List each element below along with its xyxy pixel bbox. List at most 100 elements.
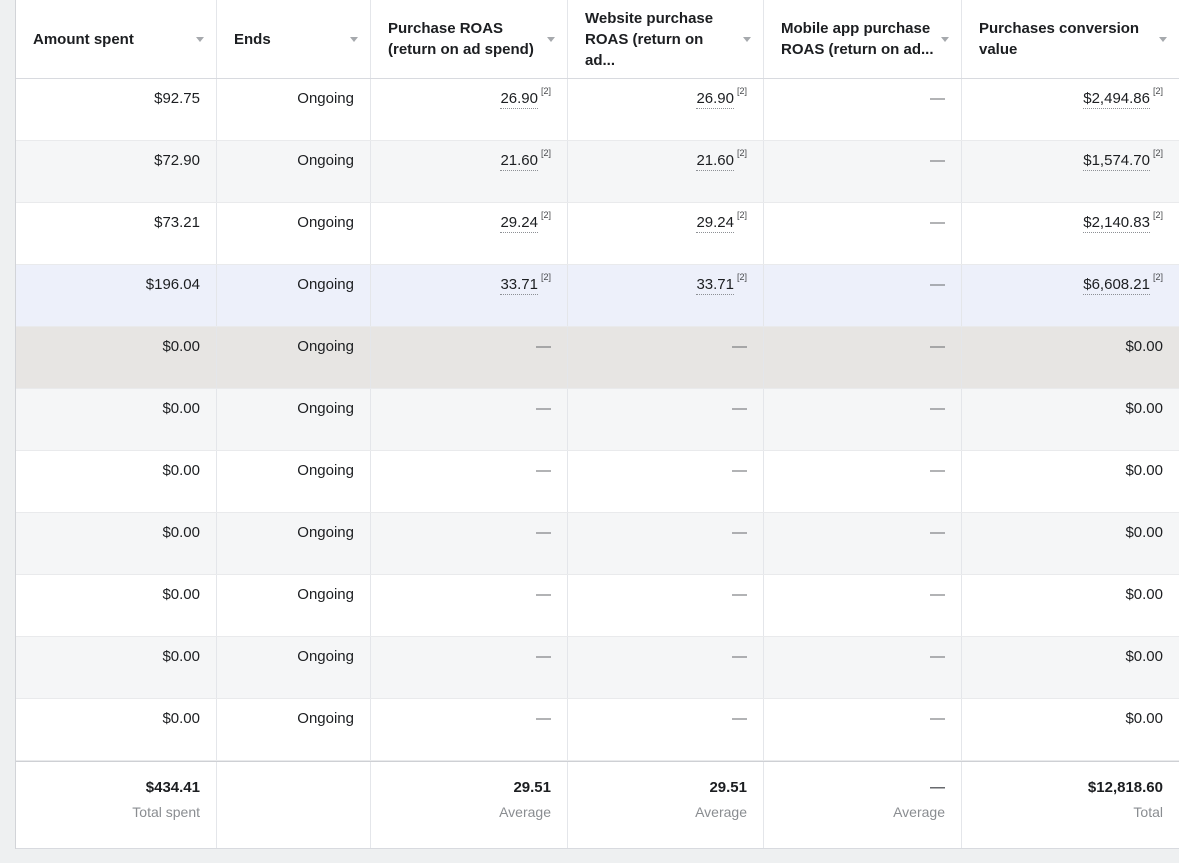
metric-value[interactable]: 26.90 (696, 90, 734, 109)
metric-value[interactable]: 21.60 (696, 152, 734, 171)
column-header-0[interactable]: Amount spent (16, 0, 217, 78)
table-row[interactable]: $196.04 Ongoing 33.71 [2] 33.71 [2] — $6,608.21… (16, 265, 1179, 327)
chevron-down-icon[interactable] (196, 36, 204, 42)
chevron-down-icon[interactable] (350, 36, 358, 42)
table-cell: 29.24 [2] (568, 203, 764, 264)
cell-value: — (930, 214, 945, 231)
table-cell: $0.00 (16, 637, 217, 698)
table-cell: 26.90 [2] (568, 79, 764, 140)
column-header-5[interactable]: Purchases conversion value (962, 0, 1179, 78)
cell-value: $196.04 (145, 276, 200, 293)
table-row[interactable]: $0.00 Ongoing — — — $0.00 (16, 389, 1179, 451)
table-cell: Ongoing (217, 327, 371, 388)
table-row[interactable]: $92.75 Ongoing 26.90 [2] 26.90 [2] — $2,494.86[… (16, 79, 1179, 141)
metric-value[interactable]: 33.71 (500, 276, 538, 295)
metric-value[interactable]: $2,494.86 (1083, 90, 1150, 109)
table-body: $92.75 Ongoing 26.90 [2] 26.90 [2] — $2,494.86[… (16, 79, 1179, 761)
cell-value: $92.75 (154, 90, 200, 107)
cell-value: — (732, 400, 747, 417)
cell-value: — (930, 400, 945, 417)
table-row[interactable]: $0.00 Ongoing — — — $0.00 (16, 699, 1179, 761)
metric-value[interactable]: 33.71 (696, 276, 734, 295)
footer-summary-value: $434.41 (145, 779, 200, 796)
cell-value: Ongoing (297, 276, 354, 293)
table-cell: — (764, 451, 962, 512)
cell-value: $0.00 (1125, 710, 1163, 727)
footnote-marker: [2] (736, 148, 747, 158)
table-row[interactable]: $73.21 Ongoing 29.24 [2] 29.24 [2] — $2,140.83[… (16, 203, 1179, 265)
table-cell: — (568, 451, 764, 512)
chevron-down-icon[interactable] (1159, 36, 1167, 42)
table-row[interactable]: $0.00 Ongoing — — — $0.00 (16, 575, 1179, 637)
column-header-2[interactable]: Purchase ROAS (return on ad spend) (371, 0, 568, 78)
footer-cell: $12,818.60 Total (962, 762, 1179, 848)
table-cell: — (568, 637, 764, 698)
chevron-down-icon[interactable] (743, 36, 751, 42)
cell-value: — (732, 586, 747, 603)
cell-value: $0.00 (162, 524, 200, 541)
footer-summary-label: Average (695, 804, 747, 820)
column-header-4[interactable]: Mobile app purchase ROAS (return on ad..… (764, 0, 962, 78)
footnote-marker: [2] (540, 210, 551, 220)
column-header-3[interactable]: Website purchase ROAS (return on ad... (568, 0, 764, 78)
cell-value: — (536, 462, 551, 479)
metric-value[interactable]: 21.60 (500, 152, 538, 171)
footer-cell: $434.41 Total spent (16, 762, 217, 848)
table-cell: — (371, 513, 568, 574)
metric-value[interactable]: $6,608.21 (1083, 276, 1150, 295)
column-header-label: Purchase ROAS (return on ad spend) (388, 20, 534, 58)
cell-value: Ongoing (297, 648, 354, 665)
table-cell: — (568, 575, 764, 636)
table-cell: $0.00 (962, 327, 1179, 388)
table-cell: $2,494.86 [2] (962, 79, 1179, 140)
table-cell: — (371, 389, 568, 450)
table-cell: Ongoing (217, 79, 371, 140)
table-cell: 26.90 [2] (371, 79, 568, 140)
cell-value: — (536, 586, 551, 603)
footnote-marker: [2] (540, 148, 551, 158)
metric-value[interactable]: $2,140.83 (1083, 214, 1150, 233)
table-cell: Ongoing (217, 575, 371, 636)
table-row[interactable]: $0.00 Ongoing — — — $0.00 (16, 451, 1179, 513)
cell-value: $0.00 (1125, 462, 1163, 479)
table-cell: Ongoing (217, 265, 371, 326)
cell-value: Ongoing (297, 524, 354, 541)
cell-value: — (732, 648, 747, 665)
cell-value: $72.90 (154, 152, 200, 169)
footer-summary-label: Average (893, 804, 945, 820)
table-row[interactable]: $0.00 Ongoing — — — $0.00 (16, 513, 1179, 575)
chevron-down-icon[interactable] (941, 36, 949, 42)
table-cell: — (568, 327, 764, 388)
table-cell: — (764, 389, 962, 450)
cell-value: $0.00 (1125, 338, 1163, 355)
cell-value: Ongoing (297, 214, 354, 231)
chevron-down-icon[interactable] (547, 36, 555, 42)
footnote-marker: [2] (1152, 86, 1163, 96)
column-header-label: Amount spent (33, 30, 134, 48)
footnote-marker: [2] (736, 86, 747, 96)
footnote-marker: [2] (736, 272, 747, 282)
table-cell: — (764, 141, 962, 202)
column-header-label: Website purchase ROAS (return on ad... (585, 9, 714, 69)
table-cell: Ongoing (217, 513, 371, 574)
metric-value[interactable]: 26.90 (500, 90, 538, 109)
cell-value: Ongoing (297, 710, 354, 727)
table-row[interactable]: $0.00 Ongoing — — — $0.00 (16, 327, 1179, 389)
cell-value: $73.21 (154, 214, 200, 231)
footer-cell: — Average (764, 762, 962, 848)
table-row[interactable]: $0.00 Ongoing — — — $0.00 (16, 637, 1179, 699)
column-header-1[interactable]: Ends (217, 0, 371, 78)
metric-value[interactable]: 29.24 (500, 214, 538, 233)
cell-value: — (930, 276, 945, 293)
table-row[interactable]: $72.90 Ongoing 21.60 [2] 21.60 [2] — $1,574.70[… (16, 141, 1179, 203)
footnote-marker: [2] (736, 210, 747, 220)
metric-value[interactable]: 29.24 (696, 214, 734, 233)
metric-value[interactable]: $1,574.70 (1083, 152, 1150, 171)
cell-value: $0.00 (1125, 524, 1163, 541)
footer-cell (217, 762, 371, 848)
cell-value: — (732, 524, 747, 541)
column-header-label: Mobile app purchase ROAS (return on ad..… (781, 20, 934, 58)
footer-summary-label: Average (499, 804, 551, 820)
table-cell: Ongoing (217, 203, 371, 264)
